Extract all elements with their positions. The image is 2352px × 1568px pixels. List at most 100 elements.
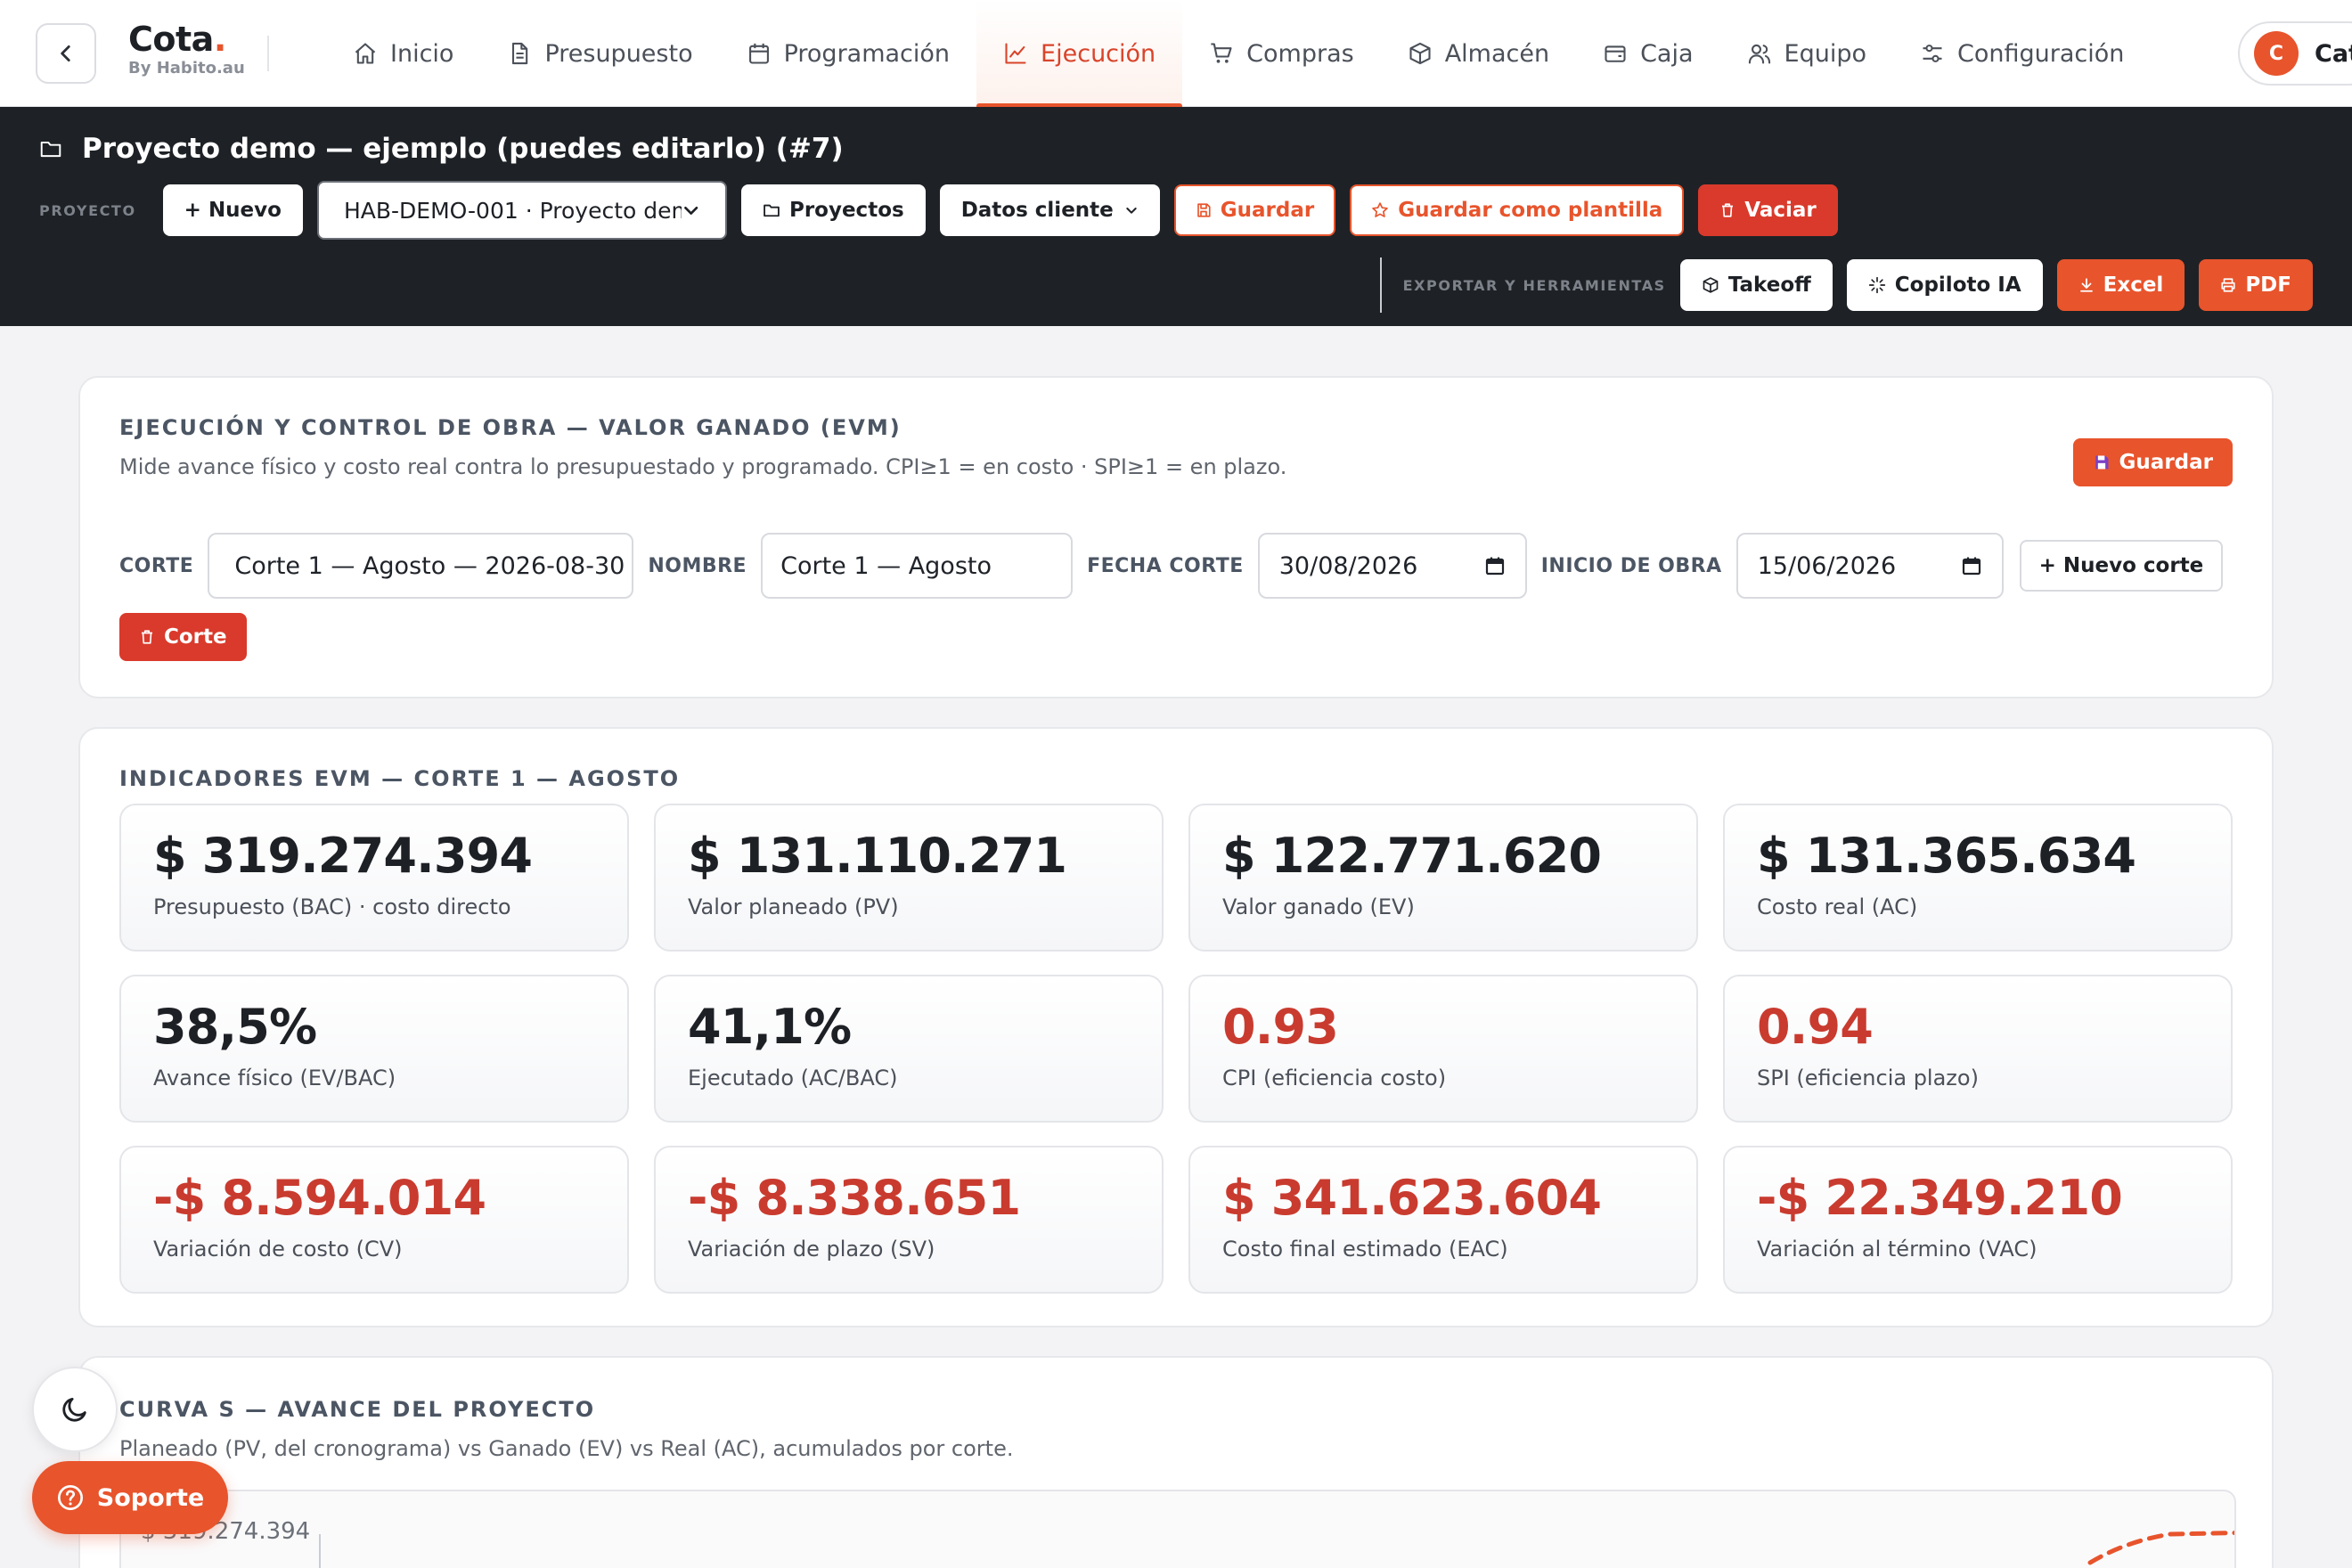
save-corte-button[interactable]: Guardar [2072,438,2233,486]
metric-value: -$ 22.349.210 [1757,1170,2123,1226]
excel-export-button[interactable]: Excel [2056,259,2185,311]
calendar-icon[interactable] [1961,555,1982,576]
execution-subtitle: Mide avance físico y costo real contra l… [119,454,1287,479]
metric-label: Valor ganado (EV) [1222,894,1415,919]
metric-tile-sv: -$ 8.338.651 Variación de plazo (SV) [654,1146,1164,1294]
inicio-obra-value: 15/06/2026 [1757,551,1897,580]
sliders-icon [1923,45,1942,62]
nombre-input[interactable]: Corte 1 — Agosto [761,533,1074,599]
pdf-export-button[interactable]: PDF [2199,259,2313,311]
cart-icon [1211,43,1232,63]
metrics-grid: $ 319.274.394 Presupuesto (BAC) · costo … [119,804,2236,1294]
save-template-button[interactable]: Guardar como plantilla [1350,184,1685,236]
metric-label: Ejecutado (AC/BAC) [688,1066,898,1090]
takeoff-button[interactable]: Takeoff [1679,259,1833,311]
nav-item-programacion[interactable]: Programación [720,0,976,107]
save-icon [1196,203,1211,217]
corte-select[interactable]: Corte 1 — Agosto — 2026-08-30 [208,533,634,599]
metric-tile-ejecutado: 41,1% Ejecutado (AC/BAC) [654,975,1164,1123]
s-curve-line-segment [2087,1531,2234,1565]
s-curve-card: CURVA S — AVANCE DEL PROYECTO Planeado (… [78,1356,2274,1568]
trash-icon [142,630,152,644]
metric-tile-ev: $ 122.771.620 Valor ganado (EV) [1188,804,1698,951]
inicio-obra-label: INICIO DE OBRA [1540,554,1722,577]
user-menu[interactable]: C Cat [2238,21,2352,86]
support-label: Soporte [96,1483,205,1512]
excel-label: Excel [2103,274,2164,297]
nav-item-compras[interactable]: Compras [1182,0,1381,107]
new-project-button[interactable]: + Nuevo [162,184,303,236]
inicio-obra-input[interactable]: 15/06/2026 [1735,533,2004,599]
brand-divider [267,36,269,71]
project-title: Proyecto demo — ejemplo (puedes editarlo… [39,123,844,175]
nav-label: Presupuesto [544,39,693,68]
dark-mode-toggle[interactable] [32,1367,118,1452]
nav-item-presupuesto[interactable]: Presupuesto [480,0,719,107]
support-button[interactable]: Soporte [32,1461,228,1534]
fecha-corte-input[interactable]: 30/08/2026 [1257,533,1527,599]
metric-label: Costo final estimado (EAC) [1222,1237,1508,1262]
folder-icon [764,204,780,217]
nav-label: Programación [783,39,951,68]
floppy-icon [2095,455,2109,470]
export-tools: EXPORTAR Y HERRAMIENTAS Takeoff Copiloto… [1379,257,2313,314]
client-data-button[interactable]: Datos cliente [939,184,1160,236]
s-curve-subtitle: Planeado (PV, del cronograma) vs Ganado … [119,1436,1014,1461]
printer-icon [2221,278,2235,292]
fecha-corte-value: 30/08/2026 [1278,551,1418,580]
folder-icon [40,141,61,158]
nav-label: Inicio [390,39,454,68]
nav-label: Compras [1246,39,1354,68]
nav-item-configuracion[interactable]: Configuración [1893,0,2151,107]
copilot-button[interactable]: Copiloto IA [1846,259,2043,311]
y-axis-line [319,1534,321,1568]
nombre-label: NOMBRE [648,554,747,577]
project-select-value: HAB-DEMO-001 · Proyecto demo — ejemplo [343,197,682,224]
new-corte-label: + Nuevo corte [2038,554,2204,577]
metric-label: SPI (eficiencia plazo) [1757,1066,1979,1090]
chart-line-icon [1005,43,1026,64]
chevron-left-icon [61,45,70,61]
nav-label: Equipo [1784,39,1867,68]
metric-label: Avance físico (EV/BAC) [153,1066,396,1090]
nav-item-inicio[interactable]: Inicio [326,0,480,107]
metric-tile-cpi: 0.93 CPI (eficiencia costo) [1188,975,1698,1123]
metric-tile-vac: -$ 22.349.210 Variación al término (VAC) [1723,1146,2233,1294]
moon-icon [62,1397,86,1422]
wallet-icon [1605,45,1626,62]
nav-item-ejecucion[interactable]: Ejecución [976,0,1183,108]
metric-label: Costo real (AC) [1757,894,1918,919]
new-corte-button[interactable]: + Nuevo corte [2019,540,2224,592]
brand-subtitle: By Habito.au [128,59,245,78]
calendar-icon[interactable] [1484,555,1506,576]
metric-value: -$ 8.594.014 [153,1170,486,1226]
save-project-button[interactable]: Guardar [1173,184,1336,236]
metric-label: Variación al término (VAC) [1757,1237,2038,1262]
metric-label: Presupuesto (BAC) · costo directo [153,894,511,919]
metric-tile-bac: $ 319.274.394 Presupuesto (BAC) · costo … [119,804,629,951]
nav-item-equipo[interactable]: Equipo [1720,0,1893,107]
nav-item-caja[interactable]: Caja [1576,0,1719,107]
delete-corte-label: Corte [164,625,227,649]
toolbar-divider [1379,257,1382,313]
corte-select-value: Corte 1 — Agosto — 2026-08-30 [234,551,625,580]
projects-label: Proyectos [788,199,904,222]
s-curve-title: CURVA S — AVANCE DEL PROYECTO [119,1397,596,1422]
delete-corte-button[interactable]: Corte [119,613,247,661]
back-button[interactable] [36,23,96,84]
project-select[interactable]: HAB-DEMO-001 · Proyecto demo — ejemplo [316,181,727,240]
nav-label: Caja [1640,39,1694,68]
nav-label: Ejecución [1041,39,1156,68]
chevron-down-icon [1126,208,1137,214]
document-icon [512,42,528,65]
sparkle-icon [1868,276,1885,294]
metric-label: Valor planeado (PV) [688,894,899,919]
brand-logo[interactable]: Cota. By Habito.au [128,20,245,78]
nav-item-almacen[interactable]: Almacén [1381,0,1576,107]
projects-button[interactable]: Proyectos [740,184,926,236]
project-section-label: PROYECTO [39,201,136,219]
fecha-corte-label: FECHA CORTE [1087,554,1244,577]
metric-tile-avance-fisico: 38,5% Avance físico (EV/BAC) [119,975,629,1123]
save-template-label: Guardar como plantilla [1398,199,1663,222]
clear-project-button[interactable]: Vaciar [1698,184,1838,236]
